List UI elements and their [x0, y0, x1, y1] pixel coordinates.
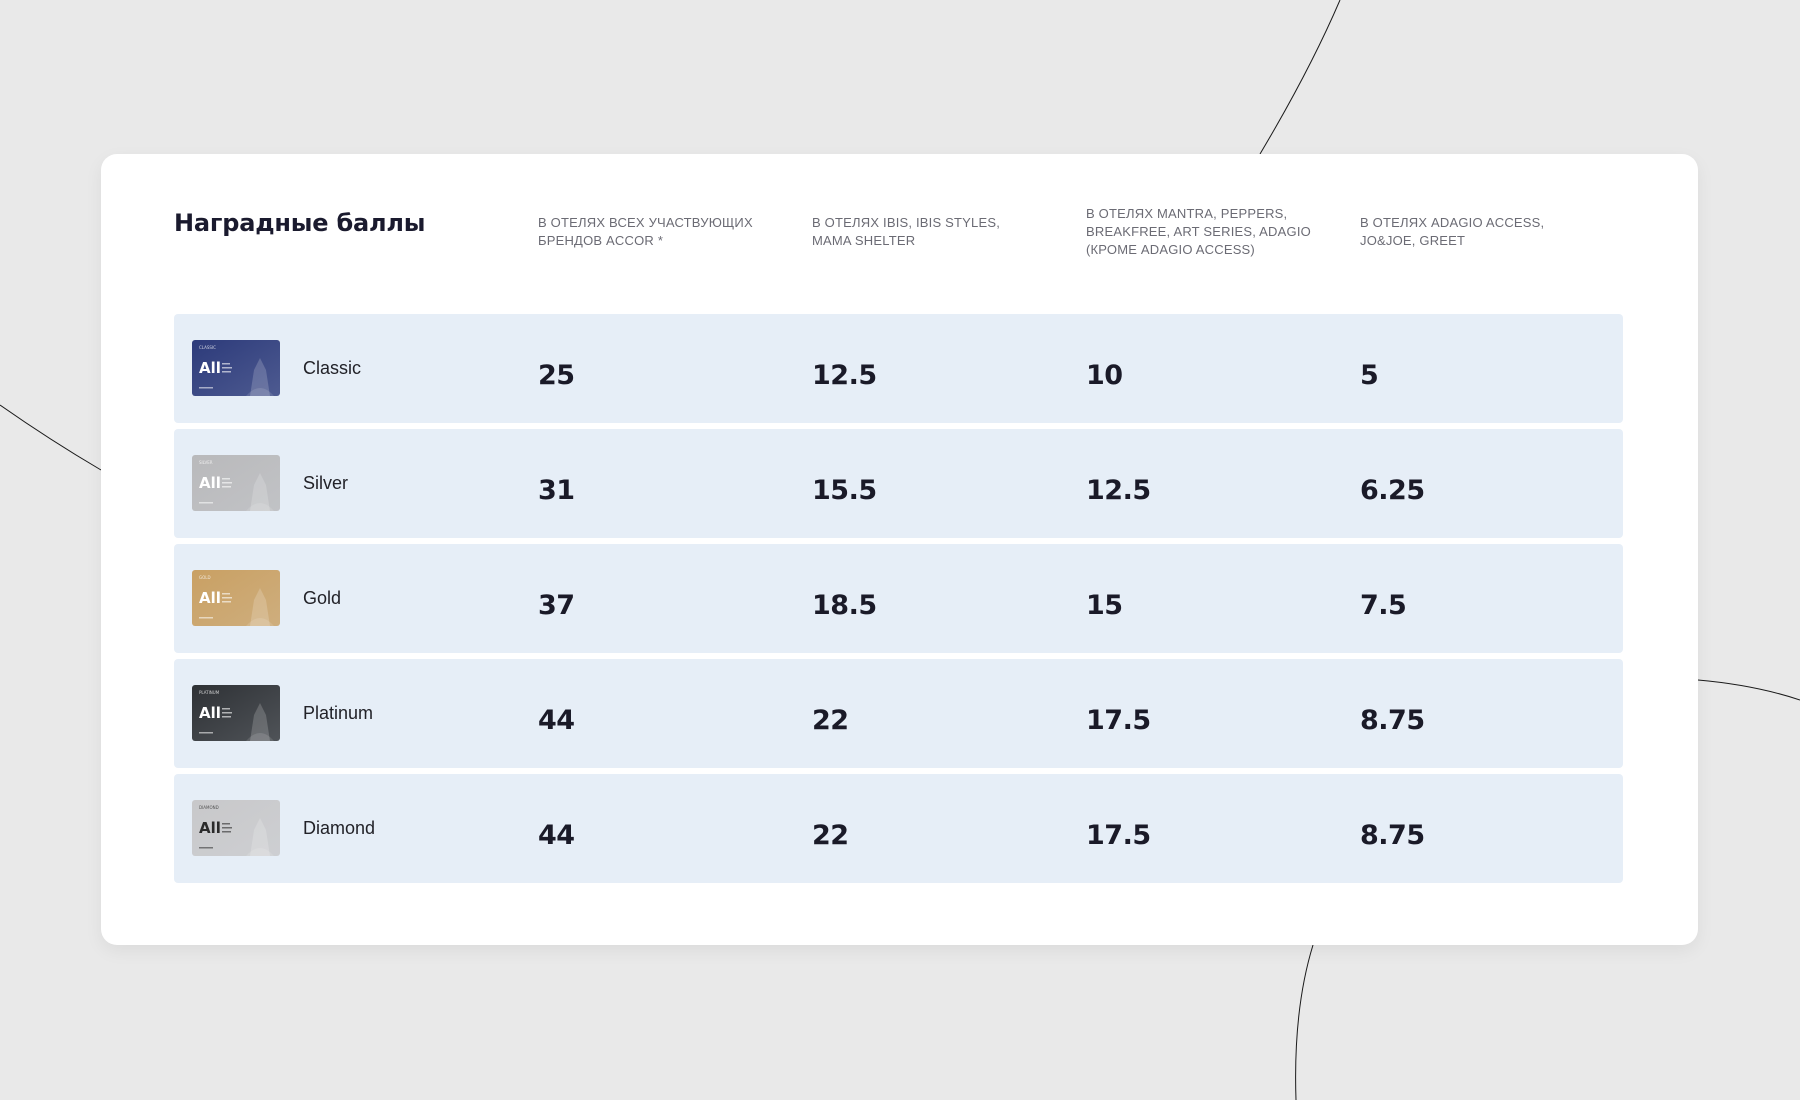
column-header-all-brands: В отелях всех участвующих брендов Accor …: [538, 202, 768, 262]
points-value: 22: [812, 659, 849, 781]
card-tier-label: CLASSIC: [199, 345, 216, 350]
page-title: Наградные баллы: [174, 209, 425, 237]
card-tier-label: SILVER: [199, 460, 213, 465]
table-row: CLASSIC All Classic 25 12.5 10 5: [174, 314, 1623, 423]
column-header-ibis: В отелях ibis, ibis Styles, Mama Shelter: [812, 202, 1042, 262]
points-value: 44: [538, 774, 575, 896]
points-value: 15: [1086, 544, 1123, 666]
points-value: 17.5: [1086, 659, 1151, 781]
card-tier-label: GOLD: [199, 575, 211, 580]
points-value: 44: [538, 659, 575, 781]
column-header-adagio-access: В отелях Adagio Access, JO&JOE, Greet: [1360, 202, 1590, 262]
card-tier-label: PLATINUM: [199, 690, 220, 695]
points-value: 31: [538, 429, 575, 551]
tier-name: Platinum: [303, 659, 373, 768]
points-value: 8.75: [1360, 659, 1425, 781]
points-value: 17.5: [1086, 774, 1151, 896]
reward-points-card: Наградные баллы В отелях всех участвующи…: [101, 154, 1698, 945]
column-header-mantra: В отелях Mantra, Peppers, Breakfree, Art…: [1086, 202, 1316, 262]
tier-name: Gold: [303, 544, 341, 653]
points-value: 10: [1086, 314, 1123, 436]
points-value: 18.5: [812, 544, 877, 666]
membership-card-image: PLATINUM All: [192, 685, 280, 741]
card-logo-text: All: [199, 589, 221, 607]
points-value: 8.75: [1360, 774, 1425, 896]
tier-name: Classic: [303, 314, 361, 423]
table-row: PLATINUM All Platinum 44 22 17.5 8.75: [174, 659, 1623, 768]
reward-table: CLASSIC All Classic 25 12.5 10 5 SILVER All Silve…: [174, 314, 1623, 889]
card-tier-label: DIAMOND: [199, 805, 219, 810]
points-value: 12.5: [812, 314, 877, 436]
table-row: SILVER All Silver 31 15.5 12.5 6.25: [174, 429, 1623, 538]
points-value: 7.5: [1360, 544, 1406, 666]
points-value: 25: [538, 314, 575, 436]
card-logo-text: All: [199, 819, 221, 837]
points-value: 12.5: [1086, 429, 1151, 551]
points-value: 15.5: [812, 429, 877, 551]
membership-card-image: GOLD All: [192, 570, 280, 626]
card-logo-text: All: [199, 704, 221, 722]
tier-name: Diamond: [303, 774, 375, 883]
tier-name: Silver: [303, 429, 348, 538]
points-value: 37: [538, 544, 575, 666]
card-logo-text: All: [199, 359, 221, 377]
membership-card-image: SILVER All: [192, 455, 280, 511]
membership-card-image: DIAMOND All: [192, 800, 280, 856]
card-logo-text: All: [199, 474, 221, 492]
membership-card-image: CLASSIC All: [192, 340, 280, 396]
table-row: GOLD All Gold 37 18.5 15 7.5: [174, 544, 1623, 653]
points-value: 5: [1360, 314, 1378, 436]
points-value: 22: [812, 774, 849, 896]
points-value: 6.25: [1360, 429, 1425, 551]
table-row: DIAMOND All Diamond 44 22 17.5 8.75: [174, 774, 1623, 883]
